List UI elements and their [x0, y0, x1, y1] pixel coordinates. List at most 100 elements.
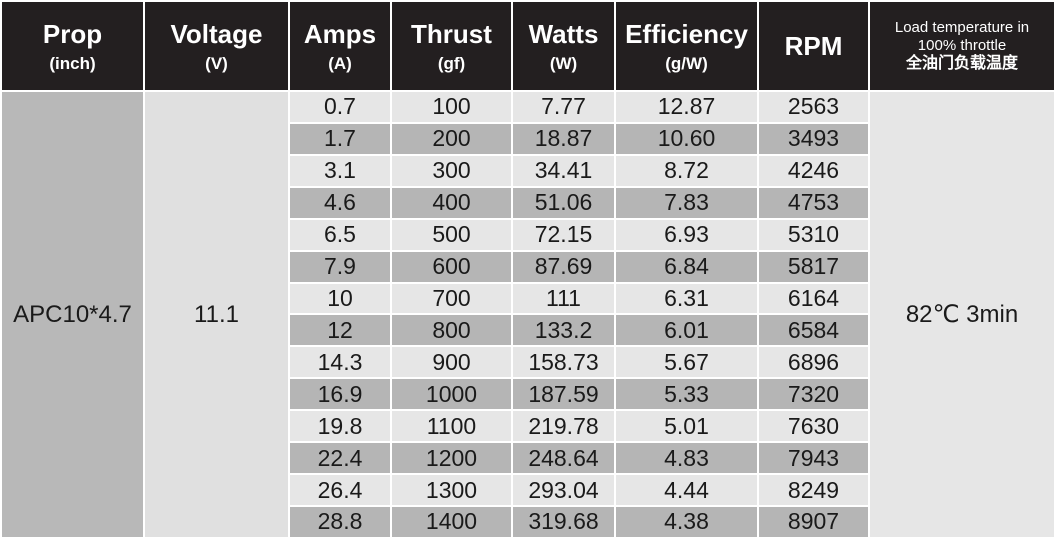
data-cell: 0.7	[288, 90, 392, 124]
data-cell: 7630	[757, 409, 870, 444]
data-cell: 219.78	[511, 409, 616, 444]
data-cell: 158.73	[511, 345, 616, 380]
data-cell: 319.68	[511, 504, 616, 539]
data-cell: 700	[390, 281, 513, 316]
data-row: 26.4 1300 293.04 4.44 8249	[1, 473, 1054, 507]
data-row: 14.3 900 158.73 5.67 6896	[1, 345, 1054, 380]
header-cell: Amps (A)	[288, 0, 392, 92]
data-row: 10 700 111 6.31 6164	[1, 281, 1054, 316]
data-cell: 111	[511, 281, 616, 316]
data-cell: 1100	[390, 409, 513, 444]
header-cell: Load temperature in 100% throttle 全油门负载温度	[868, 0, 1054, 92]
data-row: 7.9 600 87.69 6.84 5817	[1, 249, 1054, 284]
data-cell: 8907	[757, 504, 870, 539]
data-cell: 900	[390, 345, 513, 380]
data-cell: 7.9	[288, 249, 392, 284]
header-line: 全油门负载温度	[905, 55, 1018, 72]
data-cell: 5.33	[614, 377, 759, 412]
data-cell: 300	[390, 153, 513, 188]
data-cell: 800	[390, 313, 513, 348]
data-cell: 12	[288, 313, 392, 348]
header-title: Prop	[42, 18, 103, 49]
header-cell: Efficiency (g/W)	[614, 0, 759, 92]
data-cell: 5310	[757, 217, 870, 252]
data-row: 22.4 1200 248.64 4.83 7943	[1, 441, 1054, 476]
header-cell: Prop (inch)	[0, 0, 145, 92]
header-title: Amps	[303, 18, 377, 49]
data-cell: 6.5	[288, 217, 392, 252]
data-cell: 5.67	[614, 345, 759, 380]
data-cell: 7.83	[614, 185, 759, 220]
data-row: APC10*4.7 11.1 0.7 100 7.77 12.87 2563 82℃ 3min	[0, 90, 1054, 539]
header-unit: (gf)	[437, 53, 466, 73]
data-cell: 4246	[757, 153, 870, 188]
header-unit: (V)	[205, 53, 228, 73]
header-unit: (inch)	[49, 53, 96, 73]
data-cell: 6584	[757, 313, 870, 348]
data-cell: 133.2	[511, 313, 616, 348]
data-cell: 6.01	[614, 313, 759, 348]
header-line: Load temperature in	[894, 19, 1030, 36]
data-cell: 26.4	[288, 473, 392, 507]
data-cell: 1300	[390, 473, 513, 507]
data-cell: 51.06	[511, 185, 616, 220]
data-cell: 4.83	[614, 441, 759, 476]
header-title: RPM	[784, 30, 843, 61]
header-row: Prop (inch) Voltage (V) Amps (A) Thrust (gf) Wat…	[0, 0, 1054, 92]
data-cell: 18.87	[511, 121, 616, 156]
data-row: 12 800 133.2 6.01 6584	[1, 313, 1054, 348]
data-cell: 6.31	[614, 281, 759, 316]
data-cell: 4.38	[614, 504, 759, 539]
data-row: 4.6 400 51.06 7.83 4753	[1, 185, 1054, 220]
data-cell: 5817	[757, 249, 870, 284]
data-cell: 200	[390, 121, 513, 156]
data-cell: 5.01	[614, 409, 759, 444]
data-cell: 4.44	[614, 473, 759, 507]
data-row: 16.9 1000 187.59 5.33 7320	[1, 377, 1054, 412]
data-cell: 600	[390, 249, 513, 284]
header-cell: RPM	[757, 0, 870, 92]
header-line: 100% throttle	[917, 37, 1007, 54]
data-cell: 7320	[757, 377, 870, 412]
data-cell: 1000	[390, 377, 513, 412]
data-cell: 1.7	[288, 121, 392, 156]
data-cell: 16.9	[288, 377, 392, 412]
data-row: 3.1 300 34.41 8.72 4246	[1, 153, 1054, 188]
data-cell: 100	[390, 90, 513, 124]
data-cell: 3.1	[288, 153, 392, 188]
data-cell: 22.4	[288, 441, 392, 476]
header-title: Thrust	[411, 18, 492, 49]
header-unit: (A)	[328, 53, 352, 73]
data-cell: 293.04	[511, 473, 616, 507]
data-cell: 12.87	[614, 90, 759, 124]
voltage-cell: 11.1	[143, 90, 290, 539]
data-cell: 19.8	[288, 409, 392, 444]
data-row: 19.8 1100 219.78 5.01 7630	[1, 409, 1054, 444]
data-cell: 2563	[757, 90, 870, 124]
data-row: 6.5 500 72.15 6.93 5310	[1, 217, 1054, 252]
header-title: Efficiency	[625, 18, 748, 49]
data-cell: 6896	[757, 345, 870, 380]
data-cell: 500	[390, 217, 513, 252]
data-cell: 248.64	[511, 441, 616, 476]
data-cell: 1400	[390, 504, 513, 539]
data-cell: 3493	[757, 121, 870, 156]
data-cell: 10.60	[614, 121, 759, 156]
data-cell: 8249	[757, 473, 870, 507]
header-unit: (W)	[549, 53, 578, 73]
data-cell: 10	[288, 281, 392, 316]
data-row: 28.8 1400 319.68 4.38 8907	[1, 504, 1054, 539]
table-body: APC10*4.7 11.1 0.7 100 7.77 12.87 2563 82℃ 3min…	[0, 90, 1054, 539]
data-cell: 6.84	[614, 249, 759, 284]
data-cell: 1200	[390, 441, 513, 476]
data-cell: 7.77	[511, 90, 616, 124]
data-cell: 6.93	[614, 217, 759, 252]
data-cell: 187.59	[511, 377, 616, 412]
data-cell: 8.72	[614, 153, 759, 188]
data-cell: 4.6	[288, 185, 392, 220]
header-title: Watts	[528, 18, 599, 49]
temperature-cell: 82℃ 3min	[868, 90, 1054, 539]
data-cell: 6164	[757, 281, 870, 316]
data-cell: 400	[390, 185, 513, 220]
